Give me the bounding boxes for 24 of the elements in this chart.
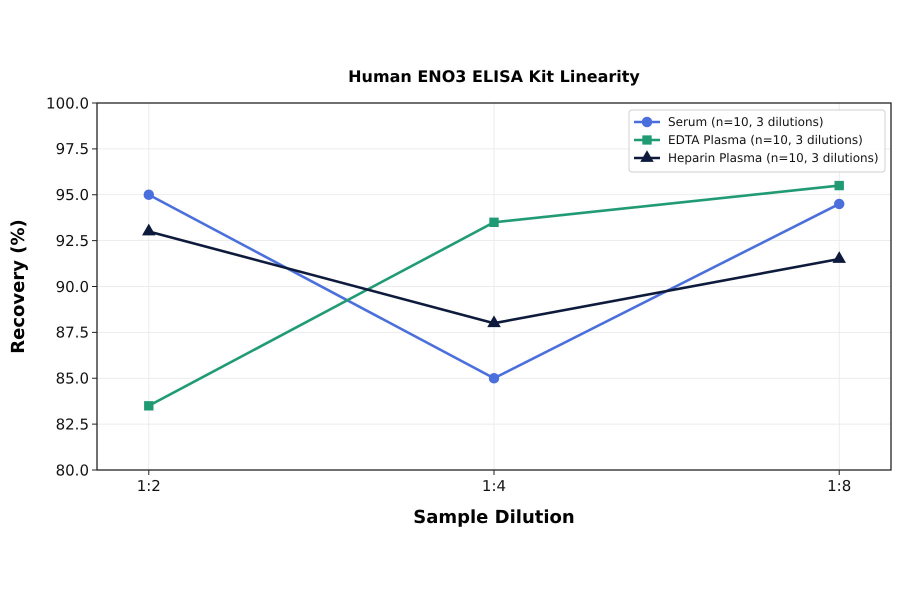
- y-tick-label: 95.0: [56, 186, 89, 204]
- point: [488, 373, 500, 384]
- chart-title: Human ENO3 ELISA Kit Linearity: [348, 67, 640, 86]
- y-tick-label: 80.0: [56, 461, 89, 480]
- y-tick-label: 85.0: [56, 370, 89, 388]
- y-tick-label: 90.0: [56, 278, 89, 296]
- x-tick-label: 1:4: [482, 477, 506, 495]
- y-tick-label: 97.5: [56, 140, 89, 158]
- point: [489, 218, 499, 227]
- y-tick-label: 100.0: [46, 94, 89, 112]
- x-axis-title: Sample Dilution: [413, 507, 575, 528]
- x-tick-label: 1:8: [827, 477, 852, 495]
- y-tick-label: 87.5: [56, 324, 89, 342]
- y-tick-label: 92.5: [56, 232, 89, 250]
- point: [834, 198, 844, 210]
- y-axis-title: Recovery (%): [8, 219, 29, 354]
- legend-label: Serum (n=10, 3 dilutions): [668, 115, 824, 130]
- legend-label: EDTA Plasma (n=10, 3 dilutions): [668, 133, 863, 148]
- point: [834, 180, 844, 190]
- y-tick-label: 82.5: [56, 415, 89, 434]
- point: [144, 190, 154, 200]
- x-tick-label: 1:2: [136, 477, 161, 495]
- legend-label: Heparin Plasma (n=10, 3 dilutions): [668, 151, 879, 166]
- point: [144, 401, 154, 410]
